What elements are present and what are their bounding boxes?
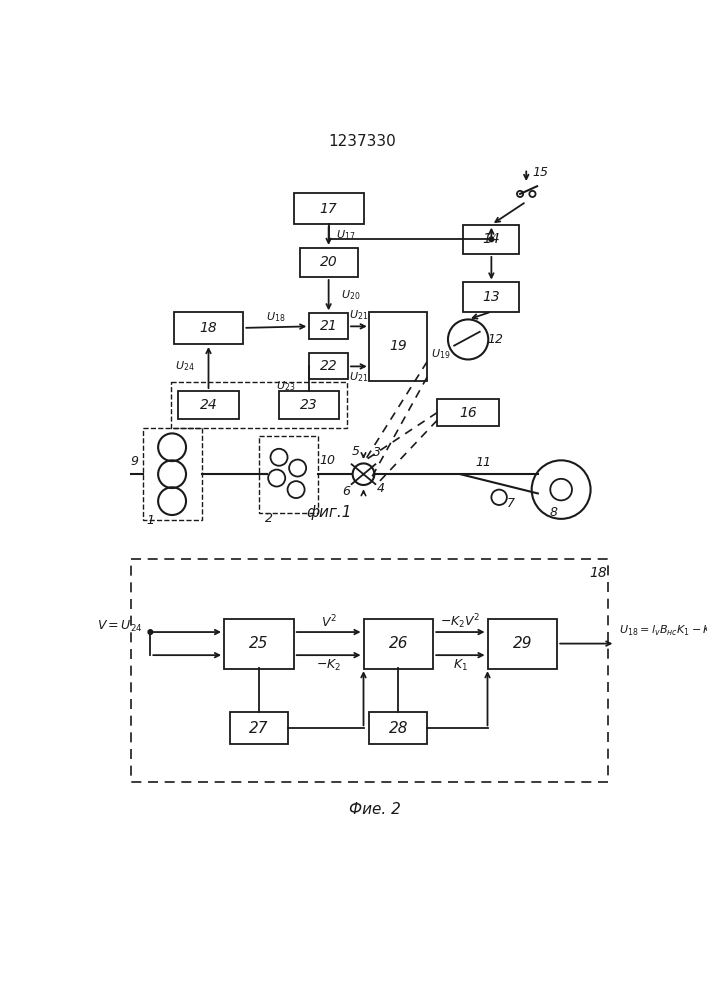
Text: 27: 27 — [249, 721, 269, 736]
Text: 28: 28 — [389, 721, 408, 736]
Bar — [293, 193, 363, 224]
Text: 5: 5 — [352, 445, 360, 458]
Text: $K_1$: $K_1$ — [453, 658, 468, 673]
Text: 8: 8 — [549, 506, 557, 519]
Text: 21: 21 — [320, 319, 337, 333]
Text: 16: 16 — [460, 406, 477, 420]
Text: $U_{23}$: $U_{23}$ — [276, 379, 296, 393]
Text: $U_{24}$: $U_{24}$ — [175, 360, 194, 373]
Bar — [178, 391, 239, 419]
Text: $V^2$: $V^2$ — [320, 614, 337, 630]
Text: $U_{21}$: $U_{21}$ — [349, 309, 368, 322]
Text: 6: 6 — [342, 485, 351, 498]
Text: $U_{19}$: $U_{19}$ — [431, 347, 451, 361]
Text: 26: 26 — [389, 636, 408, 651]
Bar — [464, 225, 519, 254]
Bar — [224, 619, 293, 669]
Text: 22: 22 — [320, 359, 337, 373]
Text: 25: 25 — [249, 636, 269, 651]
Bar — [259, 436, 317, 513]
Text: 24: 24 — [199, 398, 217, 412]
Text: 29: 29 — [513, 636, 532, 651]
Text: $U_{17}$: $U_{17}$ — [336, 229, 356, 242]
Bar — [369, 312, 428, 381]
Text: 13: 13 — [482, 290, 501, 304]
Bar — [369, 712, 428, 744]
Bar — [309, 313, 348, 339]
Text: 2: 2 — [265, 512, 273, 525]
Bar — [300, 248, 358, 277]
Text: 4: 4 — [377, 482, 385, 495]
Text: $-K_2$: $-K_2$ — [316, 658, 341, 673]
Text: 18: 18 — [590, 566, 607, 580]
Text: фиг.1: фиг.1 — [306, 505, 351, 520]
Bar — [488, 619, 557, 669]
Text: 19: 19 — [390, 339, 407, 353]
Text: 7: 7 — [507, 497, 515, 510]
Text: 3: 3 — [373, 446, 382, 459]
Bar — [309, 353, 348, 379]
Text: $U_{18}$: $U_{18}$ — [267, 310, 286, 324]
Text: $U_{21}$: $U_{21}$ — [349, 370, 368, 384]
Text: $V=U_{24}$: $V=U_{24}$ — [97, 619, 143, 634]
Text: 15: 15 — [532, 166, 548, 179]
Bar — [143, 428, 201, 520]
Bar — [170, 382, 347, 428]
Text: 1237330: 1237330 — [328, 134, 396, 149]
Text: $U_{18}=l_v B_{нс} K_1-K_2V^2$: $U_{18}=l_v B_{нс} K_1-K_2V^2$ — [619, 621, 707, 639]
Bar — [437, 399, 499, 426]
Text: 10: 10 — [319, 454, 335, 467]
Text: 1: 1 — [146, 514, 154, 527]
Bar — [363, 619, 433, 669]
Text: 9: 9 — [131, 455, 139, 468]
Text: 11: 11 — [476, 456, 491, 469]
Text: 23: 23 — [300, 398, 318, 412]
Text: $U_{20}$: $U_{20}$ — [341, 288, 360, 302]
Text: 18: 18 — [199, 321, 217, 335]
Bar — [279, 391, 339, 419]
Text: 17: 17 — [320, 202, 337, 216]
Text: 12: 12 — [487, 333, 503, 346]
Text: $-K_2V^2$: $-K_2V^2$ — [440, 613, 481, 631]
Circle shape — [489, 237, 493, 242]
Bar — [174, 312, 243, 344]
Text: Фие. 2: Фие. 2 — [349, 802, 401, 817]
Circle shape — [148, 630, 153, 634]
Text: 14: 14 — [482, 232, 501, 246]
Bar — [464, 282, 519, 312]
Bar — [230, 712, 288, 744]
Text: 20: 20 — [320, 255, 337, 269]
Bar — [131, 559, 607, 782]
